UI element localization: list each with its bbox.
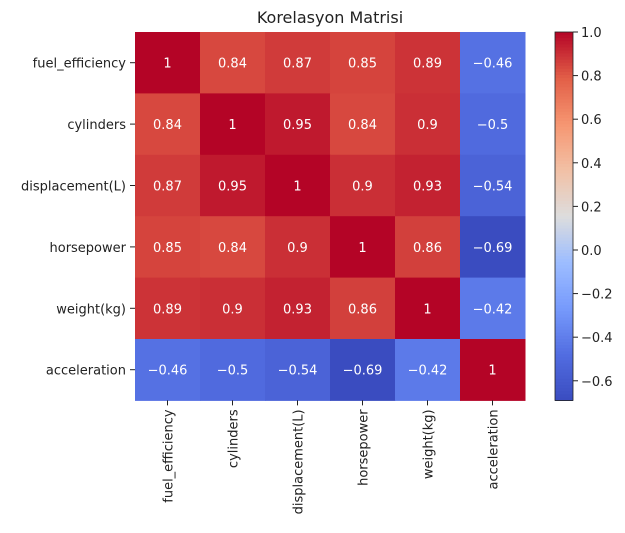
cell-value-label: 0.9 bbox=[417, 118, 438, 133]
heatmap-cells: 1 0.84 0.87 0.85 0.89 −0.46 0.84 1 0.95 0.84 0.9 −0… bbox=[135, 32, 526, 401]
cell-value-label: −0.69 bbox=[343, 364, 383, 379]
cell-value-label: −0.5 bbox=[477, 118, 509, 133]
heatmap-cell-3-1 bbox=[200, 216, 266, 279]
heatmap-cell-1-4 bbox=[395, 93, 461, 156]
column-label: cylinders bbox=[227, 409, 242, 468]
heatmap-cell-3-3 bbox=[330, 216, 396, 279]
heatmap-cell-0-0 bbox=[135, 32, 201, 94]
colorbar-tick-label: 0.4 bbox=[581, 157, 602, 172]
heatmap-cell-2-2 bbox=[265, 154, 331, 217]
cell-value-label: −0.69 bbox=[473, 241, 513, 256]
heatmap-cell-3-5 bbox=[460, 216, 526, 279]
colorbar-tick-label: 0.0 bbox=[581, 244, 602, 259]
cell-value-label: 1 bbox=[293, 180, 301, 195]
cell-value-label: 0.87 bbox=[153, 180, 182, 195]
cell-value-label: 0.93 bbox=[413, 180, 442, 195]
heatmap-cell-5-5 bbox=[460, 339, 526, 401]
cell-value-label: 0.93 bbox=[283, 302, 312, 317]
heatmap-cell-1-5 bbox=[460, 93, 526, 156]
heatmap-cell-4-2 bbox=[265, 277, 331, 340]
heatmap-cell-0-1 bbox=[200, 32, 266, 94]
cell-value-label: 0.9 bbox=[287, 241, 308, 256]
cell-value-label: 0.85 bbox=[348, 57, 377, 72]
colorbar-tick-label: 1.0 bbox=[581, 26, 602, 41]
row-label: weight(kg) bbox=[56, 302, 126, 317]
cell-value-label: −0.42 bbox=[408, 364, 448, 379]
colorbar-tick-label: 0.6 bbox=[581, 113, 602, 128]
cell-value-label: 1 bbox=[423, 302, 431, 317]
row-label: fuel_efficiency bbox=[33, 57, 127, 72]
cell-value-label: 1 bbox=[163, 57, 171, 72]
cell-value-label: 0.86 bbox=[348, 302, 377, 317]
cell-value-label: 0.85 bbox=[153, 241, 182, 256]
colorbar-tick-label: −0.2 bbox=[581, 288, 613, 303]
colorbar-tick-label: −0.6 bbox=[581, 375, 613, 390]
row-label: acceleration bbox=[46, 364, 126, 379]
heatmap-cell-4-0 bbox=[135, 277, 201, 340]
cell-value-label: 1 bbox=[488, 364, 496, 379]
heatmap-cell-2-3 bbox=[330, 154, 396, 217]
heatmap-cell-3-2 bbox=[265, 216, 331, 279]
heatmap-cell-4-5 bbox=[460, 277, 526, 340]
cell-value-label: 0.86 bbox=[413, 241, 442, 256]
cell-value-label: 1 bbox=[228, 118, 236, 133]
cell-value-label: −0.46 bbox=[473, 57, 513, 72]
cell-value-label: 0.84 bbox=[218, 57, 247, 72]
heatmap-cell-5-1 bbox=[200, 339, 266, 401]
heatmap-cell-4-4 bbox=[395, 277, 461, 340]
heatmap-cell-1-2 bbox=[265, 93, 331, 156]
heatmap-cell-1-1 bbox=[200, 93, 266, 156]
row-label: displacement(L) bbox=[21, 180, 126, 195]
heatmap-cell-2-5 bbox=[460, 154, 526, 217]
cell-value-label: 0.9 bbox=[222, 302, 243, 317]
heatmap-cell-5-3 bbox=[330, 339, 396, 401]
cell-value-label: −0.54 bbox=[473, 180, 513, 195]
column-label: displacement(L) bbox=[292, 409, 307, 514]
cell-value-label: −0.5 bbox=[217, 364, 249, 379]
heatmap-cell-0-4 bbox=[395, 32, 461, 94]
heatmap-cell-3-4 bbox=[395, 216, 461, 279]
chart-title: Korelasyon Matrisi bbox=[257, 8, 403, 27]
row-label: horsepower bbox=[50, 241, 127, 256]
cell-value-label: 0.9 bbox=[352, 180, 373, 195]
cell-value-label: 0.89 bbox=[413, 57, 442, 72]
cell-value-label: 0.95 bbox=[283, 118, 312, 133]
column-label: fuel_efficiency bbox=[162, 409, 177, 503]
cell-value-label: −0.46 bbox=[148, 364, 188, 379]
cell-value-label: 0.95 bbox=[218, 180, 247, 195]
heatmap-cell-4-1 bbox=[200, 277, 266, 340]
heatmap-cell-2-0 bbox=[135, 154, 201, 217]
heatmap-cell-3-0 bbox=[135, 216, 201, 279]
column-label: horsepower bbox=[357, 409, 372, 486]
heatmap-cell-1-0 bbox=[135, 93, 201, 156]
colorbar-tick-label: 0.8 bbox=[581, 70, 602, 85]
colorbar-tick-label: −0.4 bbox=[581, 331, 613, 346]
colorbar-tick-label: 0.2 bbox=[581, 200, 602, 215]
colorbar: 1.0 0.8 0.6 0.4 0.2 0.0 −0.2 −0.4 −0.6 bbox=[554, 26, 613, 401]
column-label: weight(kg) bbox=[422, 409, 437, 479]
heatmap-cell-0-2 bbox=[265, 32, 331, 94]
heatmap-cell-5-2 bbox=[265, 339, 331, 401]
cell-value-label: 0.84 bbox=[153, 118, 182, 133]
cell-value-label: 0.87 bbox=[283, 57, 312, 72]
cell-value-label: 0.84 bbox=[348, 118, 377, 133]
column-labels: fuel_efficiency cylinders displacement(L) h… bbox=[162, 400, 502, 514]
heatmap-cell-1-3 bbox=[330, 93, 396, 156]
cell-value-label: −0.54 bbox=[278, 364, 318, 379]
cell-value-label: 0.84 bbox=[218, 241, 247, 256]
cell-value-label: 1 bbox=[358, 241, 366, 256]
cell-value-label: 0.89 bbox=[153, 302, 182, 317]
heatmap-cell-2-4 bbox=[395, 154, 461, 217]
heatmap-cell-5-4 bbox=[395, 339, 461, 401]
cell-value-label: −0.42 bbox=[473, 302, 513, 317]
heatmap-cell-4-3 bbox=[330, 277, 396, 340]
heatmap-cell-0-3 bbox=[330, 32, 396, 94]
column-label: acceleration bbox=[487, 409, 502, 489]
row-labels: fuel_efficiency cylinders displacement(L) h… bbox=[21, 57, 135, 379]
heatmap-cell-5-0 bbox=[135, 339, 201, 401]
row-label: cylinders bbox=[67, 118, 126, 133]
heatmap-cell-2-1 bbox=[200, 154, 266, 217]
heatmap-cell-0-5 bbox=[460, 32, 526, 94]
